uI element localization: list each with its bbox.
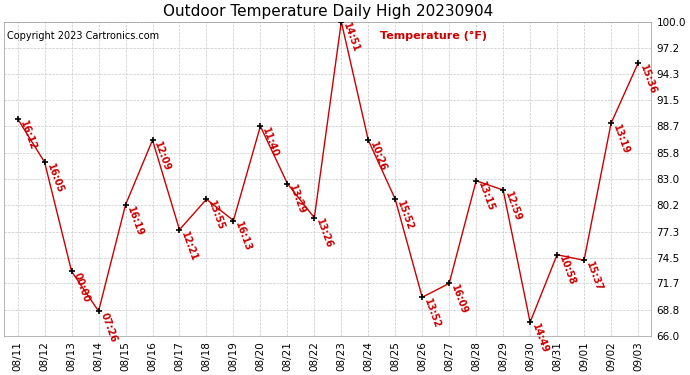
Text: 13:19: 13:19	[611, 123, 631, 156]
Text: 13:29: 13:29	[287, 183, 307, 216]
Text: 10:26: 10:26	[368, 140, 388, 172]
Text: 12:21: 12:21	[179, 230, 199, 262]
Text: 16:19: 16:19	[126, 205, 146, 237]
Text: 16:09: 16:09	[449, 284, 469, 316]
Text: 13:26: 13:26	[315, 218, 335, 250]
Text: 16:12: 16:12	[18, 119, 38, 152]
Text: Temperature (°F): Temperature (°F)	[380, 31, 486, 41]
Text: 16:13: 16:13	[233, 220, 253, 253]
Text: 15:37: 15:37	[584, 260, 604, 293]
Text: 13:55: 13:55	[206, 199, 226, 232]
Text: Copyright 2023 Cartronics.com: Copyright 2023 Cartronics.com	[8, 31, 159, 41]
Text: 16:05: 16:05	[45, 162, 65, 195]
Text: 12:59: 12:59	[503, 190, 523, 222]
Text: 14:51: 14:51	[342, 22, 362, 54]
Title: Outdoor Temperature Daily High 20230904: Outdoor Temperature Daily High 20230904	[163, 4, 493, 19]
Text: 13:52: 13:52	[422, 297, 442, 330]
Text: 13:15: 13:15	[476, 181, 496, 213]
Text: 07:26: 07:26	[99, 311, 119, 344]
Text: 15:52: 15:52	[395, 199, 415, 232]
Text: 10:58: 10:58	[557, 255, 577, 287]
Text: 00:00: 00:00	[72, 272, 92, 304]
Text: 14:49: 14:49	[530, 322, 550, 355]
Text: 12:09: 12:09	[152, 140, 172, 172]
Text: 15:36: 15:36	[638, 63, 658, 96]
Text: 11:40: 11:40	[260, 126, 280, 159]
